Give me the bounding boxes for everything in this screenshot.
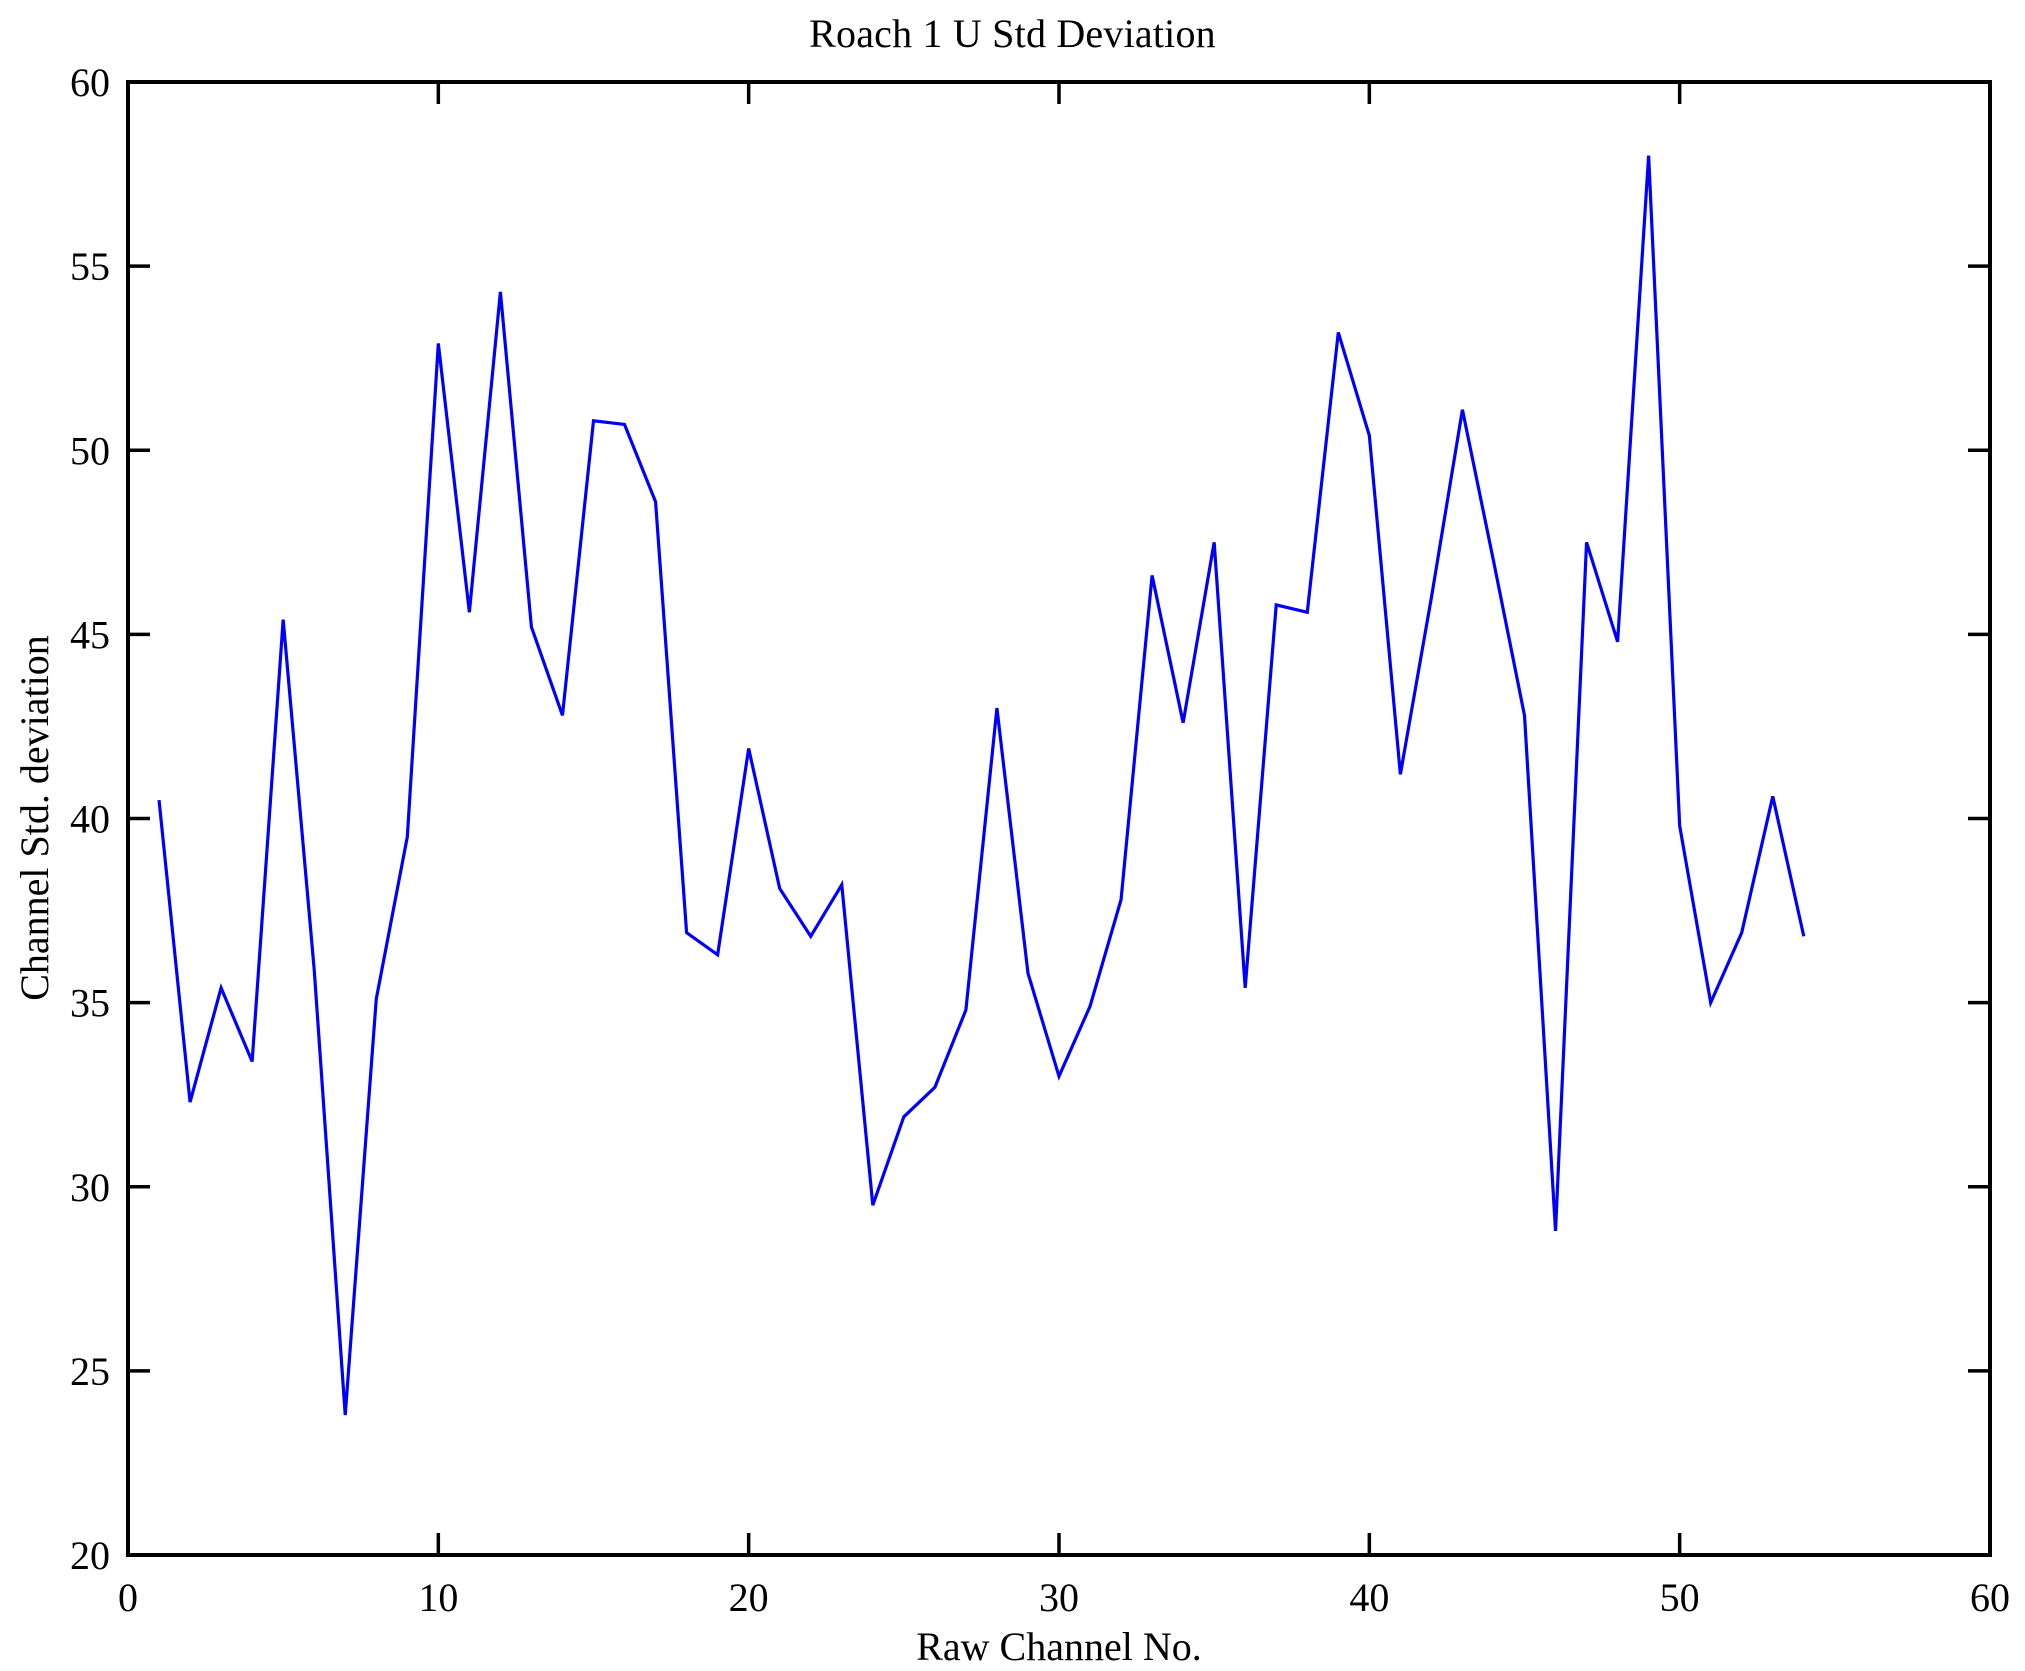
data-series-line	[157, 155, 1806, 1416]
x-axis-title: Raw Channel No.	[916, 1624, 1202, 1669]
y-tick-label: 35	[70, 981, 110, 1026]
y-axis-ticks: 20 25 30 35 40 45 50 55 60	[70, 60, 1990, 1578]
y-tick-label: 25	[70, 1349, 110, 1394]
x-tick-label: 40	[1349, 1575, 1389, 1620]
y-tick-label: 40	[70, 797, 110, 842]
x-tick-label: 60	[1970, 1575, 2010, 1620]
chart-title: Roach 1 U Std Deviation	[809, 11, 1216, 56]
y-tick-label: 45	[70, 612, 110, 657]
x-tick-label: 20	[729, 1575, 769, 1620]
x-tick-label: 0	[118, 1575, 138, 1620]
y-tick-label: 55	[70, 244, 110, 289]
y-tick-label: 20	[70, 1533, 110, 1578]
y-tick-label: 60	[70, 60, 110, 105]
y-tick-label: 50	[70, 428, 110, 473]
y-axis-title: Channel Std. deviation	[12, 635, 57, 1001]
x-tick-label: 10	[418, 1575, 458, 1620]
x-tick-label: 30	[1039, 1575, 1079, 1620]
x-tick-label: 50	[1660, 1575, 1700, 1620]
x-axis-ticks: 0 10 20 30 40 50 60	[118, 82, 2010, 1620]
y-tick-label: 30	[70, 1165, 110, 1210]
